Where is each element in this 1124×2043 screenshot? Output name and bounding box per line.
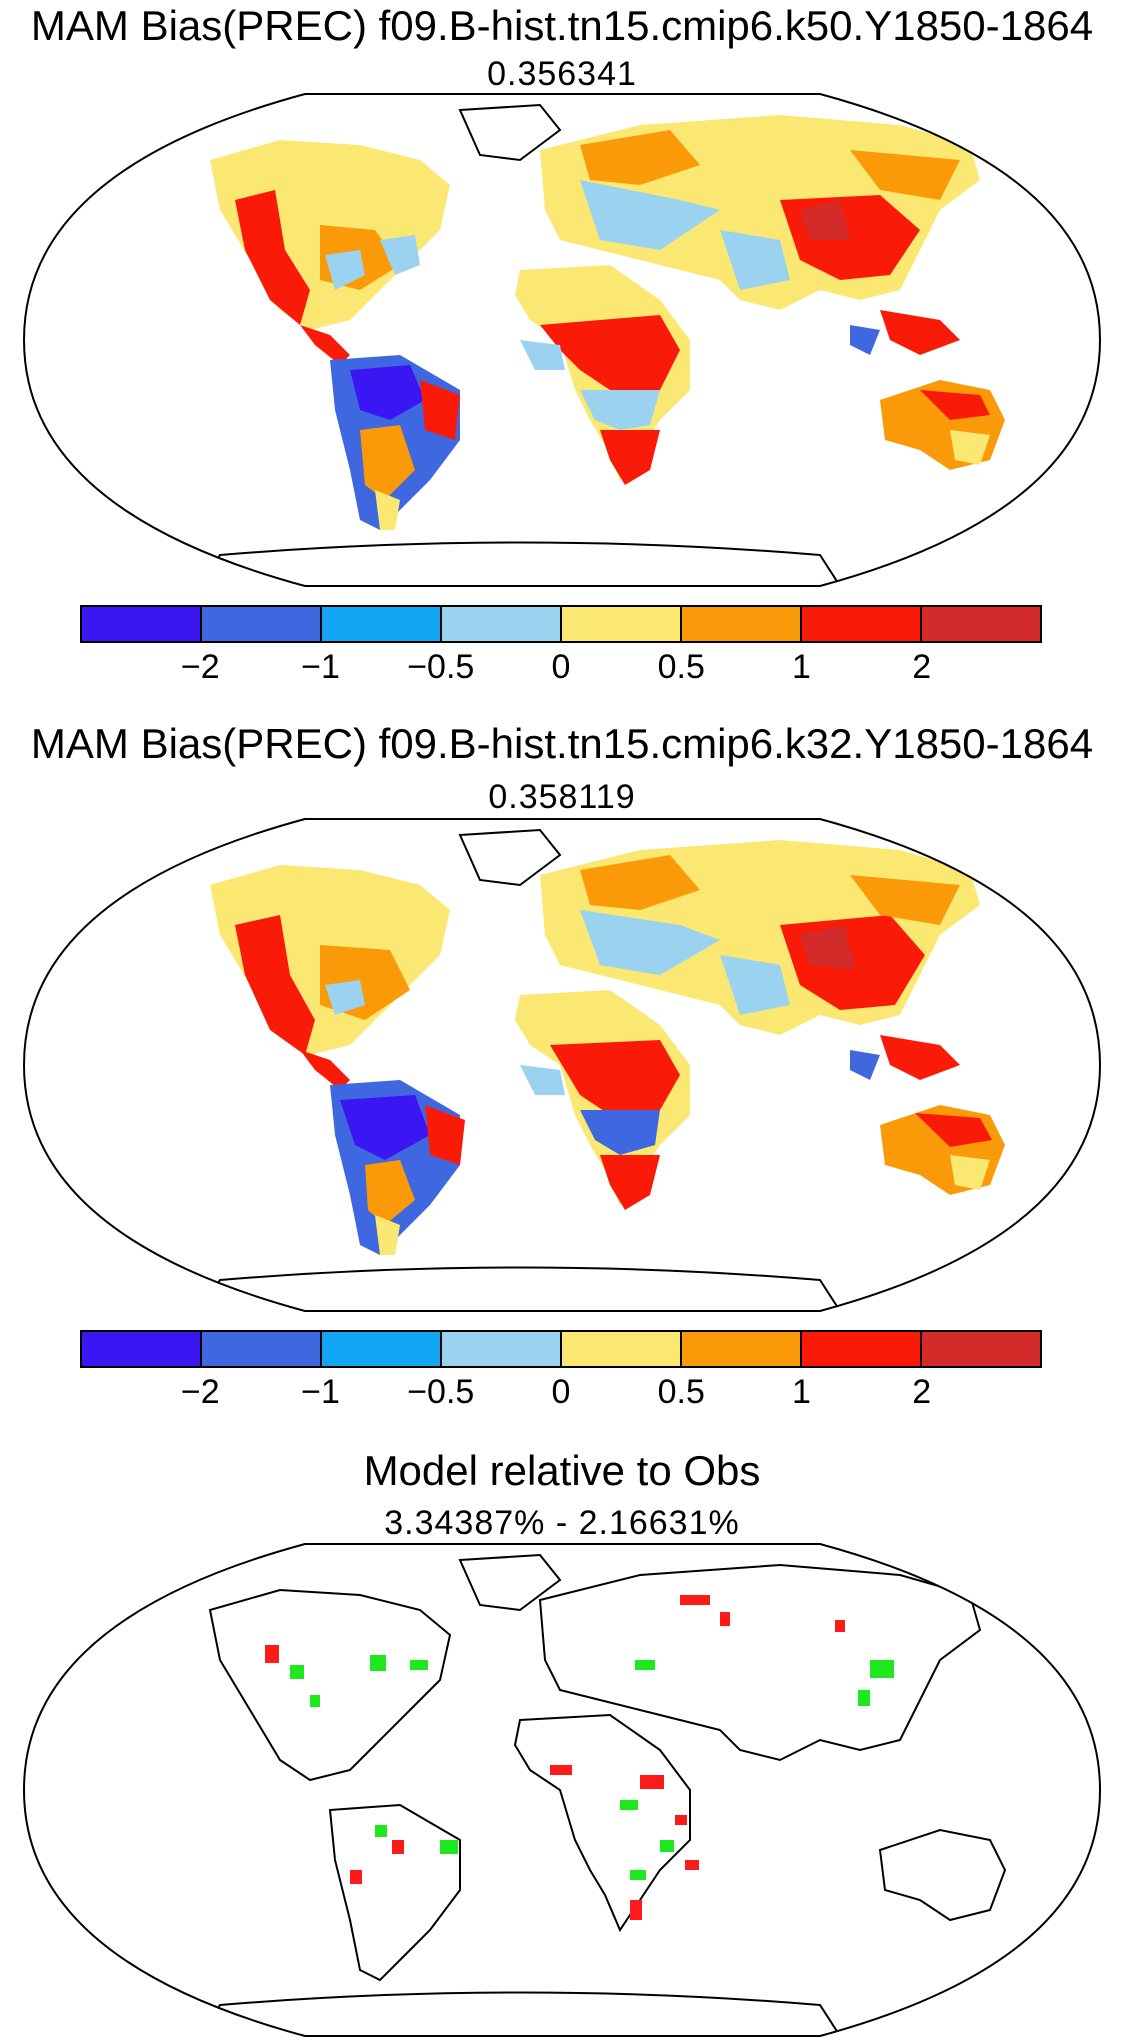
panel3-value: 3.34387% - 2.16631% <box>384 1504 740 1542</box>
panel1-value: 0.356341 <box>487 55 637 93</box>
antarctica-outline <box>198 1266 842 1311</box>
colorbar-1-seg <box>922 607 1040 641</box>
colorbar-1 <box>80 605 1042 643</box>
colorbar-2-seg <box>322 1332 442 1366</box>
colorbar-2-seg <box>802 1332 922 1366</box>
colorbar-2-seg <box>562 1332 682 1366</box>
greenland-outline <box>458 103 562 162</box>
relative-markers <box>265 1595 894 1920</box>
colorbar-tick: 1 <box>792 1373 811 1411</box>
colorbar-2-seg <box>682 1332 802 1366</box>
colorbar-2-seg <box>922 1332 1040 1366</box>
colorbar-1-labels: −2 −1 −0.5 0 0.5 1 2 <box>80 648 1042 692</box>
south-america-outline <box>328 1803 461 1982</box>
panel2-title: MAM Bias(PREC) f09.B-hist.tn15.cmip6.k32… <box>30 720 1094 767</box>
colorbar-1-seg <box>802 607 922 641</box>
colorbar-tick: 2 <box>912 1373 932 1411</box>
map-relative <box>22 1543 1102 2037</box>
map-k32 <box>22 818 1102 1312</box>
colorbar-tick: −0.5 <box>407 648 475 686</box>
africa-outline <box>513 1713 691 1933</box>
colorbar-tick: 0 <box>551 648 571 686</box>
panel3-title: Model relative to Obs <box>363 1447 761 1494</box>
colorbar-1-seg <box>682 607 802 641</box>
colorbar-tick: 0.5 <box>657 648 705 686</box>
colorbar-tick: −1 <box>301 648 340 686</box>
colorbar-1-seg <box>82 607 202 641</box>
greenland-outline <box>458 1553 562 1612</box>
colorbar-tick: −1 <box>301 1373 340 1411</box>
antarctica-outline <box>198 1991 842 2036</box>
map-k50 <box>22 93 1102 587</box>
colorbar-1-seg <box>562 607 682 641</box>
eurasia-outline <box>538 1563 982 1762</box>
colorbar-1-seg <box>322 607 442 641</box>
colorbar-2-seg <box>202 1332 322 1366</box>
colorbar-tick: −0.5 <box>407 1373 475 1411</box>
colorbar-1-seg <box>442 607 562 641</box>
colorbar-2-seg <box>82 1332 202 1366</box>
colorbar-tick: −2 <box>180 648 220 686</box>
colorbar-tick: 2 <box>912 648 932 686</box>
north-america-outline <box>208 1588 452 1782</box>
colorbar-tick: 0.5 <box>657 1373 705 1411</box>
colorbar-tick: −2 <box>180 1373 220 1411</box>
colorbar-tick: 0 <box>551 1373 571 1411</box>
colorbar-2 <box>80 1330 1042 1368</box>
colorbar-tick: 1 <box>792 648 811 686</box>
panel2-value: 0.358119 <box>488 778 636 816</box>
panel1-title: MAM Bias(PREC) f09.B-hist.tn15.cmip6.k50… <box>30 2 1094 49</box>
antarctica-outline <box>198 541 842 586</box>
greenland-outline <box>458 828 562 887</box>
colorbar-2-labels: −2 −1 −0.5 0 0.5 1 2 <box>80 1373 1042 1417</box>
australia-outline <box>878 1828 1007 1922</box>
colorbar-2-seg <box>442 1332 562 1366</box>
colorbar-1-seg <box>202 607 322 641</box>
